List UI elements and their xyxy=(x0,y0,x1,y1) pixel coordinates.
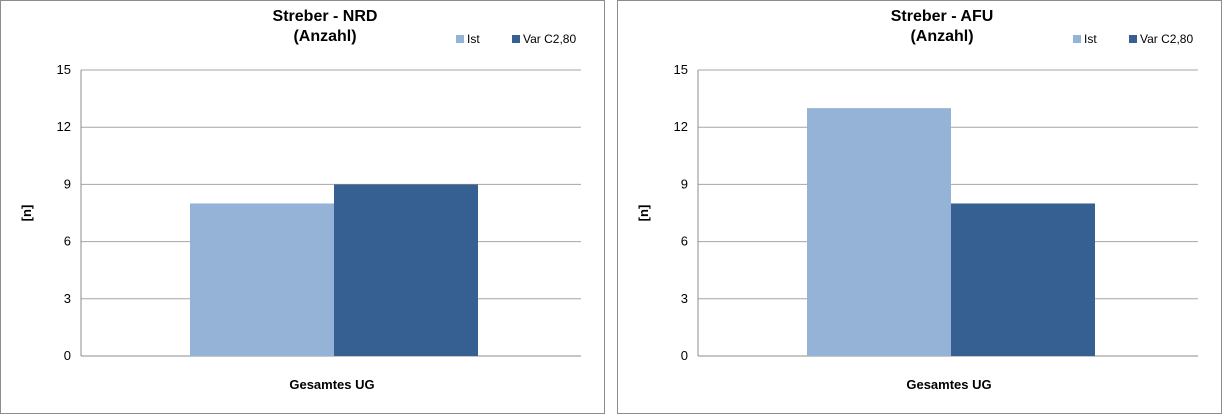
y-axis-label: [n] xyxy=(636,205,651,222)
x-category-label: Gesamtes UG xyxy=(289,377,374,392)
bar-ist xyxy=(807,108,951,356)
legend-label: Ist xyxy=(1084,32,1097,46)
legend-swatch xyxy=(1073,35,1081,43)
bar-var-c2-80 xyxy=(951,203,1095,356)
y-tick-label: 0 xyxy=(64,348,71,363)
bar-ist xyxy=(190,203,334,356)
chart-afu: 0 3 6 9 12 15 Gesamtes UG [n] Streber - AFU (Anza… xyxy=(636,8,1198,392)
legend-label: Var C2,80 xyxy=(523,32,576,46)
chart-subtitle: (Anzahl) xyxy=(293,28,356,45)
legend-swatch xyxy=(1129,35,1137,43)
y-tick-label: 15 xyxy=(674,62,688,77)
chart-title: Streber - AFU xyxy=(891,8,994,25)
legend-swatch xyxy=(512,35,520,43)
y-tick-label: 0 xyxy=(681,348,688,363)
chart-panel-afu: 0 3 6 9 12 15 Gesamtes UG [n] Streber - AFU (Anza… xyxy=(617,0,1222,414)
chart-subtitle: (Anzahl) xyxy=(910,28,973,45)
y-tick-label: 9 xyxy=(64,176,71,191)
chart-panel-nrd: 0 3 6 9 12 15 Gesamtes UG [n] Streber - NRD (Anza… xyxy=(0,0,605,414)
legend-label: Var C2,80 xyxy=(1140,32,1193,46)
x-category-label: Gesamtes UG xyxy=(906,377,991,392)
y-tick-label: 12 xyxy=(674,119,688,134)
y-tick-label: 9 xyxy=(681,176,688,191)
chart-title: Streber - NRD xyxy=(273,8,378,25)
y-tick-label: 6 xyxy=(681,234,688,249)
legend-swatch xyxy=(456,35,464,43)
y-tick-label: 3 xyxy=(681,291,688,306)
chart-nrd: 0 3 6 9 12 15 Gesamtes UG [n] Streber - NRD (Anza… xyxy=(19,8,581,392)
y-tick-label: 3 xyxy=(64,291,71,306)
y-tick-label: 15 xyxy=(57,62,71,77)
y-axis-label: [n] xyxy=(19,205,34,222)
bar-var-c2-80 xyxy=(334,184,478,356)
y-tick-label: 6 xyxy=(64,234,71,249)
y-tick-label: 12 xyxy=(57,119,71,134)
legend-label: Ist xyxy=(467,32,480,46)
